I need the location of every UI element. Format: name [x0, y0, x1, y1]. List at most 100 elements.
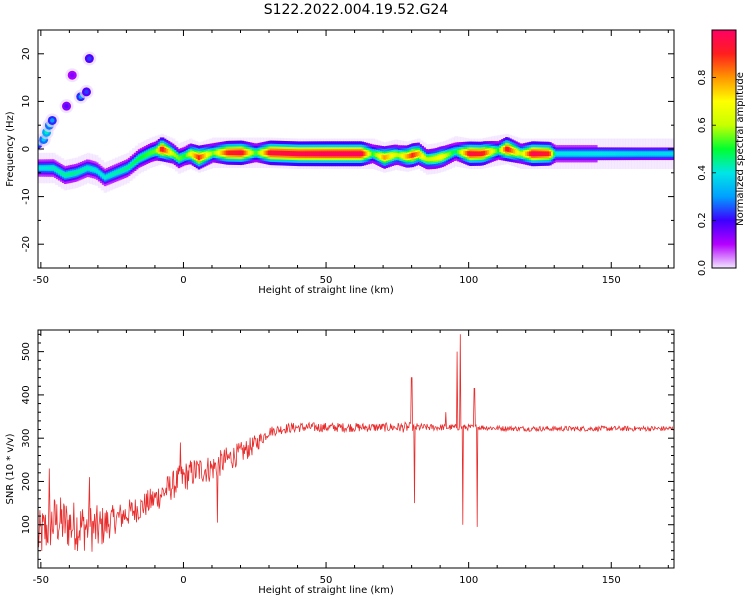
spectrogram-ridge-cell	[57, 169, 61, 174]
spectrogram-ridge-cell	[47, 166, 51, 170]
spectrogram-ridge-cell	[463, 150, 466, 156]
spectrogram-x-tick-label: 0	[180, 275, 186, 286]
spectrogram-ridge-cell	[297, 151, 301, 157]
spectrogram-ridge-cell	[383, 155, 386, 160]
spectrogram-ridge-cell	[351, 151, 355, 157]
spectrogram-ridge-cell	[197, 155, 201, 160]
spectrogram-ridge-cell	[117, 169, 121, 174]
spectrogram-ridge-cell	[181, 155, 185, 159]
spectrogram-ridge-cell	[273, 150, 277, 156]
spectrogram-x-ticks: -50 0 50 100 150	[33, 30, 669, 286]
spectrogram-ridge-cell	[293, 151, 297, 157]
spectrogram-ridge-cell	[375, 153, 378, 157]
spectrogram-ridge-cell	[345, 151, 349, 157]
spectrogram-ridge-cell	[650, 152, 654, 156]
spectrogram-ridge-cell	[139, 155, 143, 160]
spectrogram-ridge-cell	[355, 151, 359, 157]
spectrogram-ridge-cell	[265, 150, 269, 156]
spectrogram-ridge-cell	[201, 154, 205, 159]
spectrogram-ridge-cell	[557, 152, 560, 156]
spectrogram-y-tick-label: -20	[21, 236, 32, 252]
snr-y-tick-label: 200	[21, 472, 32, 491]
spectrogram-ridge-cell	[628, 152, 632, 156]
spectrogram-ridge-cell	[271, 150, 275, 156]
spectrogram-ridge-cell	[125, 166, 129, 171]
spectrogram-ridge-cell	[229, 150, 233, 156]
spectrogram-ridge-cell	[253, 150, 257, 155]
spectrogram-ridge-cell	[553, 151, 556, 156]
spectrogram-x-tick-label: 150	[602, 275, 621, 286]
spectrogram-ridge-cell	[399, 153, 402, 158]
snr-y-tick-label: 500	[21, 342, 32, 361]
spectrogram-ridge-cell	[447, 152, 450, 157]
spectrogram-ridge-cell	[321, 151, 325, 157]
spectrogram-y-tick-label: -10	[21, 188, 32, 204]
secondary-branch-core	[84, 89, 89, 95]
spectrogram-ridge-cell	[433, 156, 436, 161]
spectrogram-ridge-cell	[133, 160, 137, 164]
spectrogram-ridge-cell	[407, 154, 410, 159]
spectrogram-ridge-cell	[632, 152, 636, 156]
spectrogram-ridge-cell	[429, 157, 432, 162]
spectrogram-ridge-cell	[569, 152, 572, 156]
spectrogram-ridge-cell	[81, 168, 85, 172]
spectrogram-ridge-cell	[91, 167, 95, 172]
spectrogram-ridge-cell	[343, 151, 347, 157]
spectrogram-ridge-cell	[397, 153, 400, 158]
spectrogram-ridge-cell	[329, 151, 333, 157]
spectrogram-ridge-cell	[600, 152, 604, 156]
spectrogram-ridge-cell	[317, 151, 321, 157]
spectrogram-ridge-cell	[622, 152, 626, 156]
spectrogram-ridge-cell	[69, 172, 73, 176]
spectrogram-ridge-cell	[652, 152, 656, 156]
spectrogram-ridge-cell	[277, 150, 281, 156]
spectrogram-ridge-cell	[379, 154, 382, 159]
spectrogram-ridge-cell	[173, 153, 177, 158]
spectrogram-ridge-cell	[97, 171, 101, 175]
secondary-branch-core	[70, 73, 75, 78]
spectrogram-ridge-cell	[415, 152, 418, 157]
spectrogram-ridge-cell	[205, 152, 209, 157]
spectrogram-ridge-cell	[483, 150, 486, 156]
spectrogram-ridge-cell	[219, 150, 223, 155]
spectrogram-ridge-cell	[207, 152, 211, 157]
spectrogram-ridge-cell	[157, 147, 161, 153]
spectrogram-ridge-cell	[507, 147, 510, 152]
spectrogram-ridge-cell	[179, 155, 183, 160]
spectrogram-ridge-cell	[381, 154, 384, 160]
spectrogram-ridge-cell	[363, 151, 367, 157]
spectrogram-ridge-cell	[71, 171, 75, 176]
spectrogram-ridge-cell	[211, 151, 215, 155]
snr-x-tick-label: 100	[459, 575, 478, 586]
spectrogram-ridge-cell	[129, 163, 133, 167]
colorbar: 0.0 0.2 0.4 0.6 0.8 Normalized spectral ampl…	[697, 29, 746, 276]
spectrogram-ridge-cell	[111, 172, 115, 176]
spectrogram-ridge-cell	[475, 151, 478, 157]
spectrogram-ridge-cell	[537, 151, 540, 157]
spectrogram-ridge-cell	[161, 147, 165, 152]
spectrogram-ridge-cell	[119, 169, 123, 173]
spectrogram-ridge-cell	[79, 169, 83, 173]
spectrogram-ridge-cell	[413, 152, 416, 158]
spectrogram-ridge-cell	[565, 152, 568, 156]
spectrogram-ridge-cell	[51, 166, 55, 170]
spectrogram-ridge-cell	[93, 168, 97, 172]
spectrogram-ridge-cell	[237, 150, 241, 156]
spectrogram-ridge-cell	[39, 166, 43, 170]
spectrogram-ridge-cell	[319, 151, 323, 157]
spectrogram-ridge-cell	[281, 150, 285, 156]
spectrogram-ridge-cell	[409, 153, 412, 159]
spectrogram-ridge-cell	[67, 172, 71, 177]
spectrogram-ridge-cell	[658, 152, 662, 156]
spectrogram-ridge-cell	[395, 152, 398, 157]
spectrogram-ridge-cell	[591, 152, 594, 156]
spectrogram-ridge-cell	[666, 152, 670, 156]
spectrogram-ridge-cell	[259, 150, 263, 155]
spectrogram-ridge-cell	[171, 151, 175, 156]
spectrogram-ridge-cell	[89, 167, 93, 171]
spectrogram-ridge-cell	[213, 150, 217, 155]
spectrogram-ridge-cell	[419, 152, 422, 158]
spectrogram-ridge-cell	[331, 151, 335, 157]
spectrogram-ridge-cell	[531, 151, 534, 157]
spectrogram-ridge-cell	[491, 149, 494, 154]
